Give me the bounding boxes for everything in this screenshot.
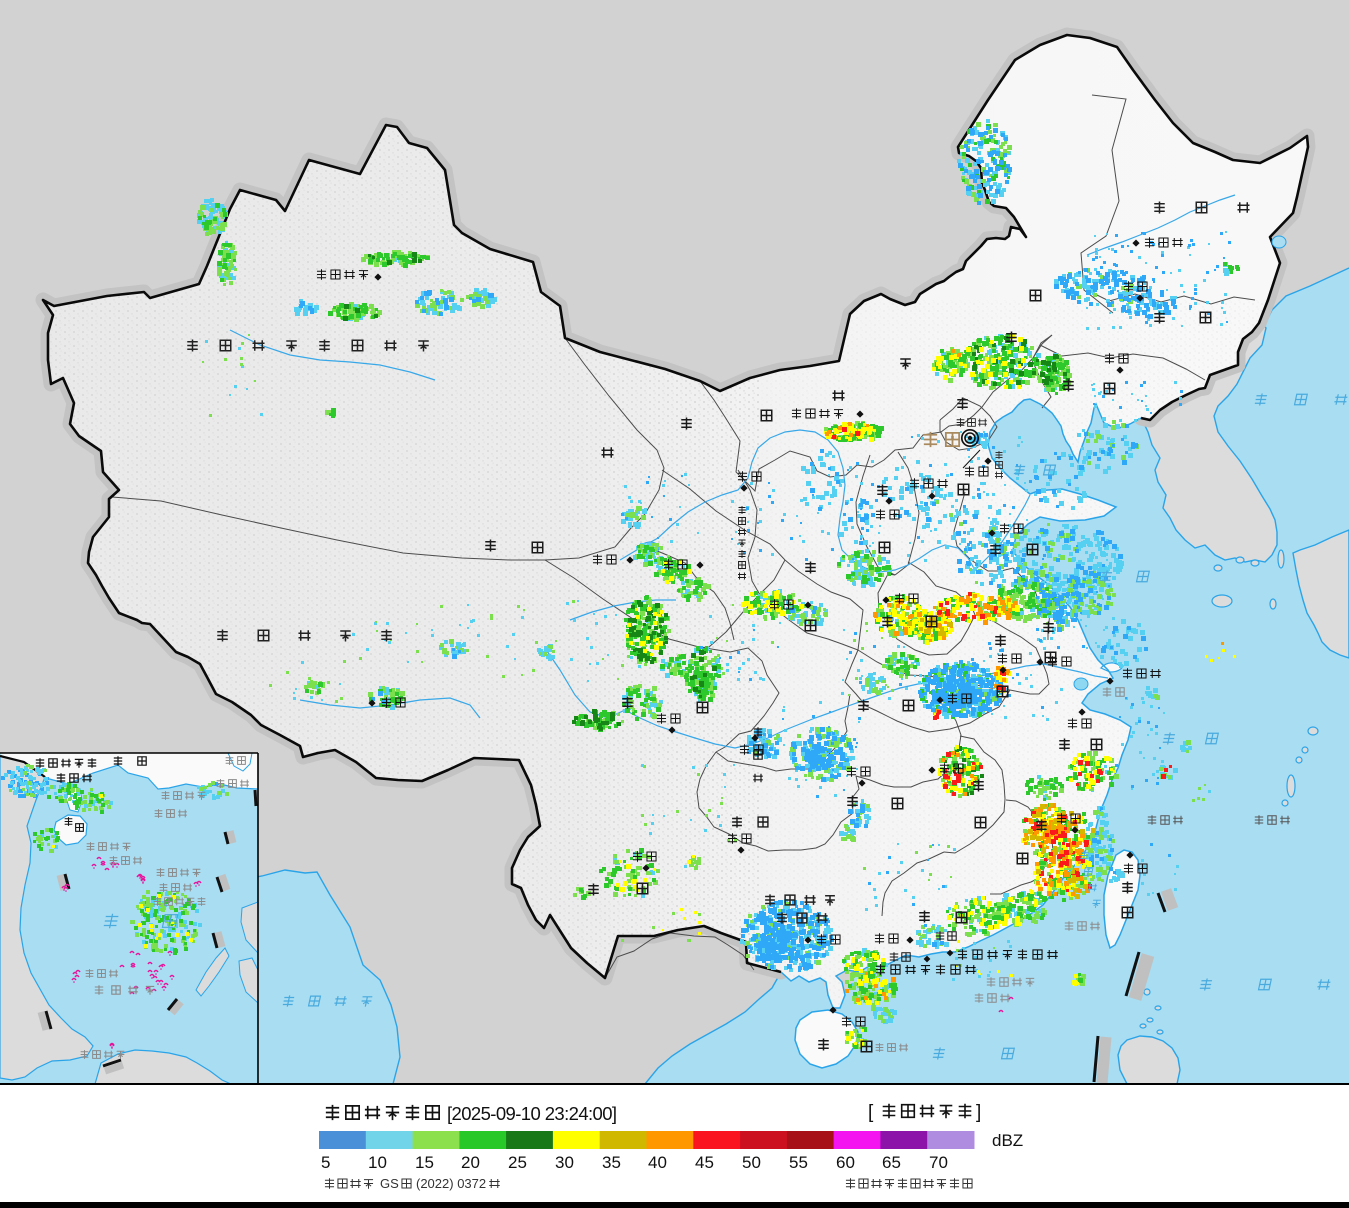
svg-text:15: 15 — [415, 1153, 434, 1172]
svg-text:55: 55 — [789, 1153, 808, 1172]
svg-text:]: ] — [976, 1102, 981, 1123]
svg-text:65: 65 — [882, 1153, 901, 1172]
svg-text:60: 60 — [836, 1153, 855, 1172]
svg-text:10: 10 — [368, 1153, 387, 1172]
svg-text:30: 30 — [555, 1153, 574, 1172]
svg-text:5: 5 — [321, 1153, 330, 1172]
svg-text:[: [ — [868, 1102, 874, 1123]
svg-text:GS: GS — [380, 1176, 399, 1191]
svg-text:20: 20 — [461, 1153, 480, 1172]
svg-text:dBZ: dBZ — [992, 1131, 1023, 1150]
svg-text:45: 45 — [695, 1153, 714, 1172]
svg-text:(2022) 0372: (2022) 0372 — [416, 1176, 486, 1191]
svg-text:70: 70 — [929, 1153, 948, 1172]
svg-text:35: 35 — [602, 1153, 621, 1172]
svg-text:25: 25 — [508, 1153, 527, 1172]
svg-text:[2025-09-10 23:24:00]: [2025-09-10 23:24:00] — [447, 1103, 616, 1124]
svg-text:40: 40 — [648, 1153, 667, 1172]
svg-text:50: 50 — [742, 1153, 761, 1172]
